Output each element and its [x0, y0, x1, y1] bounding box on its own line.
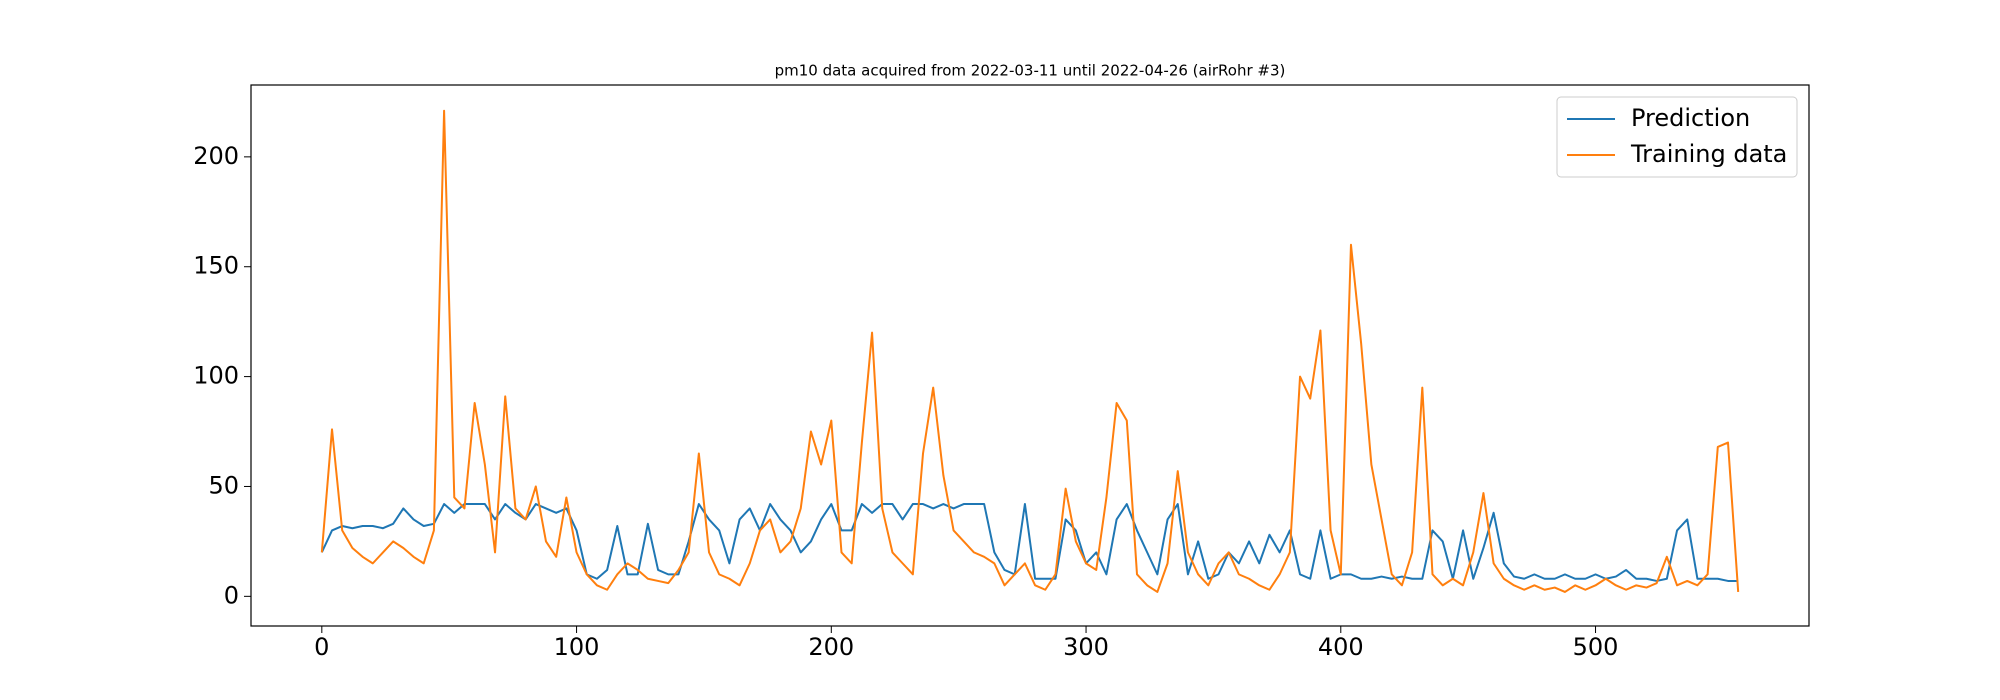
y-tick-label: 100 — [193, 362, 239, 390]
x-tick-label: 300 — [1063, 633, 1109, 661]
x-tick-label: 400 — [1318, 633, 1364, 661]
data-line — [320, 109, 1740, 593]
chart-title: pm10 data acquired from 2022-03-11 until… — [775, 62, 1286, 80]
x-tick-label: 0 — [314, 633, 329, 661]
x-tick-label: 500 — [1573, 633, 1619, 661]
y-tick-label: 50 — [208, 471, 239, 499]
y-tick-label: 200 — [193, 142, 239, 170]
legend-label: Training data — [1630, 140, 1787, 168]
x-tick-label: 100 — [554, 633, 600, 661]
x-tick-label: 200 — [808, 633, 854, 661]
y-tick-label: 0 — [224, 581, 239, 609]
plot-frame — [250, 84, 1810, 627]
legend-box — [1556, 96, 1798, 178]
data-line — [320, 503, 1739, 582]
y-tick-label: 150 — [193, 252, 239, 280]
legend-label: Prediction — [1631, 104, 1750, 132]
